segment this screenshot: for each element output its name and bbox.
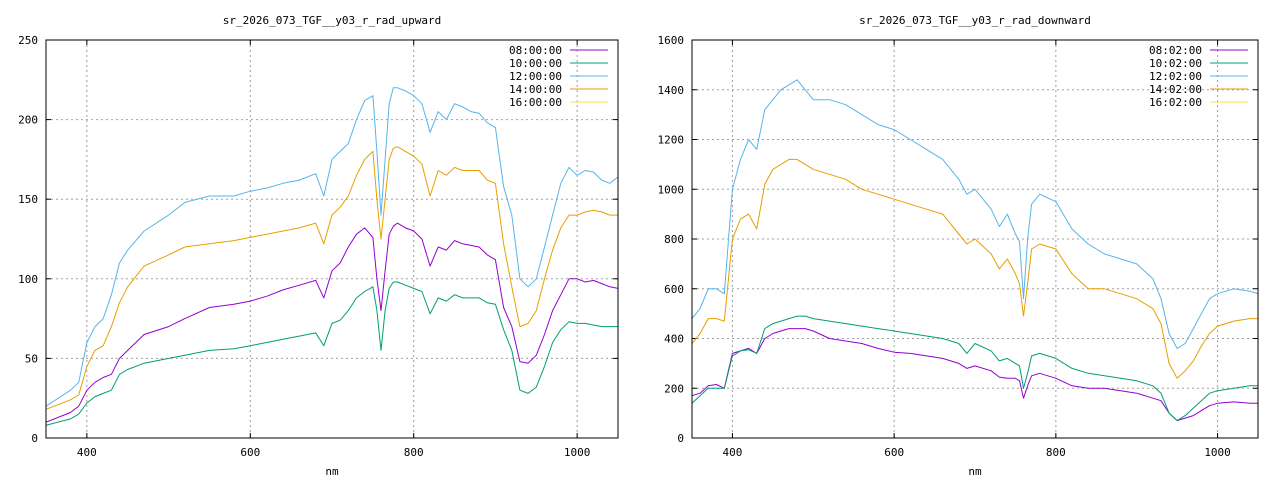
legend-label: 10:02:00 <box>1149 57 1202 70</box>
y-tick-label: 50 <box>25 352 38 365</box>
y-tick-label: 100 <box>18 273 38 286</box>
chart-title: sr_2026_073_TGF__y03_r_rad_downward <box>859 14 1091 27</box>
chart-title: sr_2026_073_TGF__y03_r_rad_upward <box>223 14 442 27</box>
series-line-3 <box>692 79 1258 349</box>
y-tick-label: 150 <box>18 193 38 206</box>
legend-label: 12:02:00 <box>1149 70 1202 83</box>
y-tick-label: 1600 <box>658 34 685 47</box>
plot-frame <box>45 39 619 439</box>
plot-frame <box>691 39 1259 439</box>
series-group <box>692 79 1258 422</box>
series-line-3 <box>46 87 618 407</box>
x-tick-label: 400 <box>77 446 97 459</box>
series-line-2 <box>692 315 1258 422</box>
y-tick-label: 200 <box>18 114 38 127</box>
legend-label: 14:02:00 <box>1149 83 1202 96</box>
x-tick-label: 800 <box>1046 446 1066 459</box>
series-line-4 <box>46 146 618 410</box>
legend-label: 14:00:00 <box>509 83 562 96</box>
y-tick-label: 0 <box>677 432 684 445</box>
x-tick-label: 1000 <box>564 446 591 459</box>
y-tick-label: 800 <box>664 233 684 246</box>
y-tick-label: 1200 <box>658 134 685 147</box>
legend-label: 16:02:00 <box>1149 96 1202 109</box>
y-tick-label: 1400 <box>658 84 685 97</box>
series-line-4 <box>692 158 1258 379</box>
y-tick-label: 400 <box>664 333 684 346</box>
y-tick-label: 600 <box>664 283 684 296</box>
x-tick-label: 1000 <box>1204 446 1231 459</box>
series-line-2 <box>46 281 618 426</box>
series-line-1 <box>46 222 618 423</box>
legend-label: 12:00:00 <box>509 70 562 83</box>
x-tick-label: 600 <box>884 446 904 459</box>
x-tick-label: 400 <box>722 446 742 459</box>
y-tick-label: 250 <box>18 34 38 47</box>
y-tick-label: 200 <box>664 382 684 395</box>
x-tick-label: 800 <box>404 446 424 459</box>
x-tick-label: 600 <box>240 446 260 459</box>
legend-label: 10:00:00 <box>509 57 562 70</box>
legend-label: 08:00:00 <box>509 44 562 57</box>
legend-label: 16:00:00 <box>509 96 562 109</box>
legend-label: 08:02:00 <box>1149 44 1202 57</box>
series-group <box>46 87 618 426</box>
y-tick-label: 1000 <box>658 183 685 196</box>
y-tick-label: 0 <box>31 432 38 445</box>
series-line-1 <box>692 328 1258 422</box>
x-axis-label: nm <box>968 465 982 478</box>
x-axis-label: nm <box>325 465 339 478</box>
